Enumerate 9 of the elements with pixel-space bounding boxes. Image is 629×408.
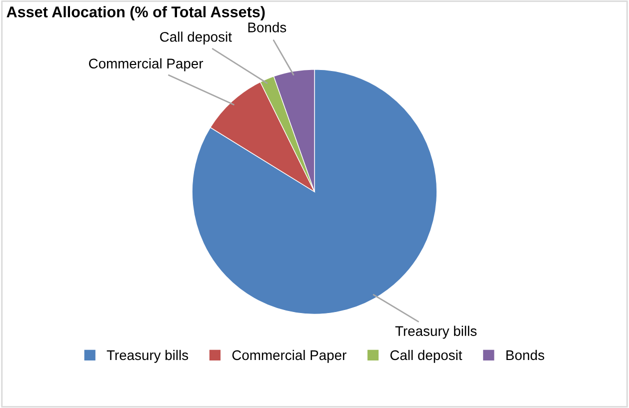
legend-label: Bonds (506, 350, 544, 360)
legend-label: Commercial Paper (232, 350, 346, 363)
chart-title: Asset Allocation (% of Total Assets) (6, 6, 265, 20)
slice-label: Commercial Paper (89, 58, 204, 72)
legend-label: Treasury bills (106, 350, 188, 363)
slice-label: Treasury bills (395, 326, 477, 339)
legend-label: Call deposit (390, 350, 462, 363)
slice-label: Bonds (248, 22, 286, 32)
slice-label: Call deposit (160, 32, 232, 45)
